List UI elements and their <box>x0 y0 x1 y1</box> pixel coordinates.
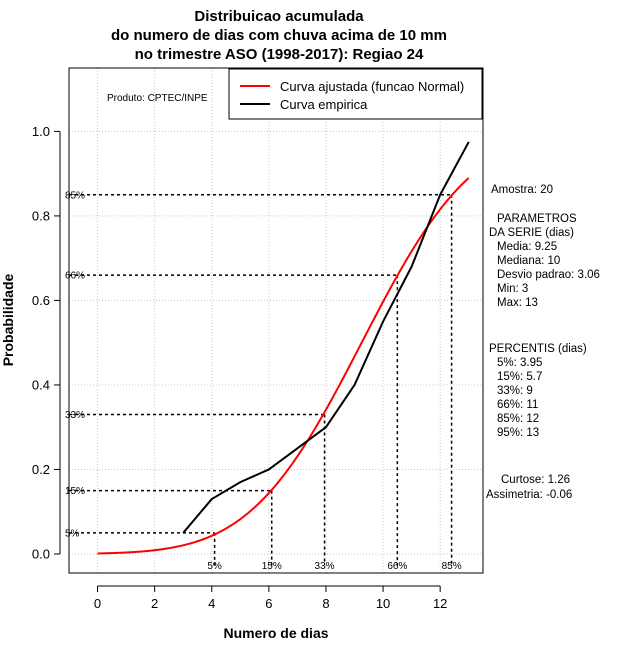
params-heading-1: PARAMETROS <box>497 213 577 225</box>
percentil-15: 15%: 5.7 <box>497 371 542 383</box>
percentile-y-label-3: 66% <box>65 271 85 282</box>
percentil-5: 5%: 3.95 <box>497 357 542 369</box>
x-axis-title: Numero de dias <box>223 625 328 641</box>
x-tick-label-5: 10 <box>376 596 390 611</box>
y-tick-label-5: 1.0 <box>32 124 50 139</box>
fitted-normal-curve <box>97 177 470 555</box>
percentile-y-label-2: 33% <box>65 410 85 421</box>
curtose: Curtose: 1.26 <box>501 474 570 486</box>
percentil-66: 66%: 11 <box>497 399 538 411</box>
percentile-y-label-0: 5% <box>65 528 80 539</box>
grid <box>69 68 483 573</box>
percentis-heading: PERCENTIS (dias) <box>489 343 587 355</box>
y-tick-label-0: 0.0 <box>32 546 50 561</box>
params-heading-2: DA SERIE (dias) <box>489 227 574 239</box>
legend-label-empirical: Curva empirica <box>280 97 368 112</box>
percentile-x-label-2: 33% <box>315 561 335 572</box>
y-tick-label-4: 0.8 <box>32 208 50 223</box>
x-tick-label-4: 8 <box>322 596 329 611</box>
y-axis-title: Probabilidade <box>0 274 16 367</box>
legend: Curva ajustada (funcao Normal) Curva emp… <box>228 68 483 120</box>
sample-size: Amostra: 20 <box>491 184 553 196</box>
x-tick-label-3: 6 <box>265 596 272 611</box>
param-min: Min: 3 <box>497 283 528 295</box>
chart-title-line-2: do numero de dias com chuva acima de 10 … <box>111 27 447 44</box>
percentile-guides: 5% 5% 15% 15% 33% 33% 66% 66% 85% 85% <box>65 190 462 572</box>
y-tick-label-1: 0.2 <box>32 462 50 477</box>
x-tick-label-2: 4 <box>208 596 215 611</box>
legend-box <box>228 68 483 120</box>
assimetria: Assimetria: -0.06 <box>486 489 572 501</box>
percentile-y-label-4: 85% <box>65 190 85 201</box>
percentil-95: 95%: 13 <box>497 427 539 439</box>
percentile-x-label-1: 15% <box>262 561 282 572</box>
param-max: Max: 13 <box>497 297 538 309</box>
percentile-y-label-1: 15% <box>65 486 85 497</box>
x-tick-label-1: 2 <box>151 596 158 611</box>
percentil-33: 33%: 9 <box>497 385 533 397</box>
empirical-curve <box>182 141 470 534</box>
plot-frame <box>68 67 484 574</box>
percentile-x-label-4: 85% <box>442 561 462 572</box>
percentile-x-label-3: 66% <box>387 561 407 572</box>
stats-panel: Amostra: 20 PARAMETROS DA SERIE (dias) M… <box>486 184 600 501</box>
y-tick-label-2: 0.4 <box>32 377 50 392</box>
series-layer <box>97 141 470 555</box>
chart-title-line-1: Distribuicao acumulada <box>194 8 364 25</box>
axes: 0 2 4 6 8 10 12 0.0 0.2 0.4 0.6 0.8 1.0 <box>32 124 447 611</box>
param-median: Mediana: 10 <box>497 255 560 267</box>
chart-title-line-3: no trimestre ASO (1998-2017): Regiao 24 <box>135 46 424 63</box>
param-sd: Desvio padrao: 3.06 <box>497 269 600 281</box>
legend-label-fitted: Curva ajustada (funcao Normal) <box>280 79 464 94</box>
producer-note: Produto: CPTEC/INPE <box>107 93 208 104</box>
param-mean: Media: 9.25 <box>497 241 557 253</box>
percentile-x-label-0: 5% <box>207 561 222 572</box>
percentil-85: 85%: 12 <box>497 413 539 425</box>
y-tick-label-3: 0.6 <box>32 293 50 308</box>
x-tick-label-6: 12 <box>433 596 447 611</box>
x-tick-label-0: 0 <box>94 596 101 611</box>
